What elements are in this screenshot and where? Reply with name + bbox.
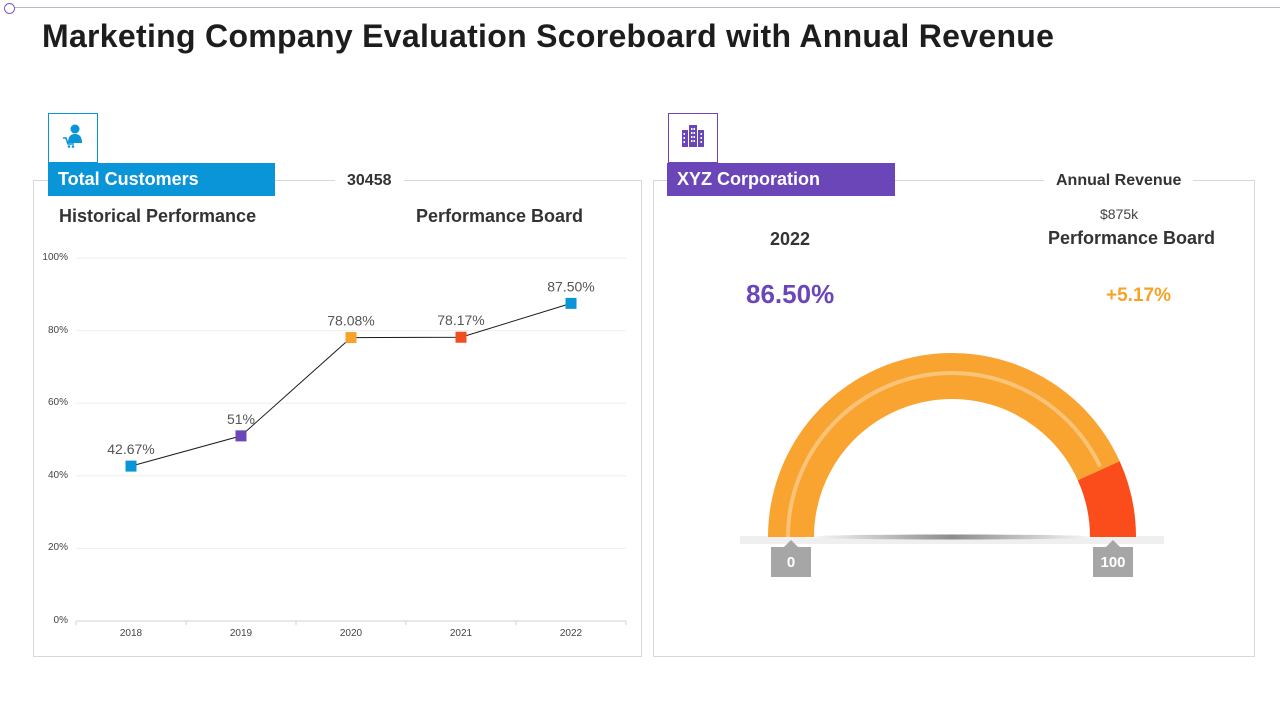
customer-cart-icon [60,123,86,154]
total-customers-value: 30458 [335,172,404,190]
gauge-max-pointer [1106,540,1120,547]
historical-performance-title: Historical Performance [59,206,257,226]
gauge-arc-highlight [786,371,1102,538]
right-panel [653,180,1255,657]
customer-icon-box [48,113,98,163]
xyz-corporation-tag: XYZ Corporation [667,163,895,196]
page-title: Marketing Company Evaluation Scoreboard … [42,18,1055,54]
total-customers-tag: Total Customers [48,163,275,196]
annual-revenue-value: $875k [1100,206,1139,222]
gauge-min-pointer [784,540,798,547]
gauge-arc-main [768,352,1120,537]
top-rule [10,7,1280,8]
performance-board-title-left: Performance Board [416,206,584,226]
gauge-min-label: 0 [771,547,811,577]
annual-revenue-label: Annual Revenue [1044,172,1194,190]
gauge-max-label: 100 [1093,547,1133,577]
gauge-base-shadow [740,536,1164,544]
performance-board-title-right: Performance Board [1048,228,1216,248]
top-dot [4,3,15,14]
performance-change: +5.17% [1106,285,1171,306]
gauge-base-line [802,534,1102,540]
building-icon-box [668,113,718,163]
year-label: 2022 [770,229,811,249]
gauge-arc-end [1077,461,1136,537]
building-icon [680,123,706,154]
performance-percent: 86.50% [746,279,835,309]
